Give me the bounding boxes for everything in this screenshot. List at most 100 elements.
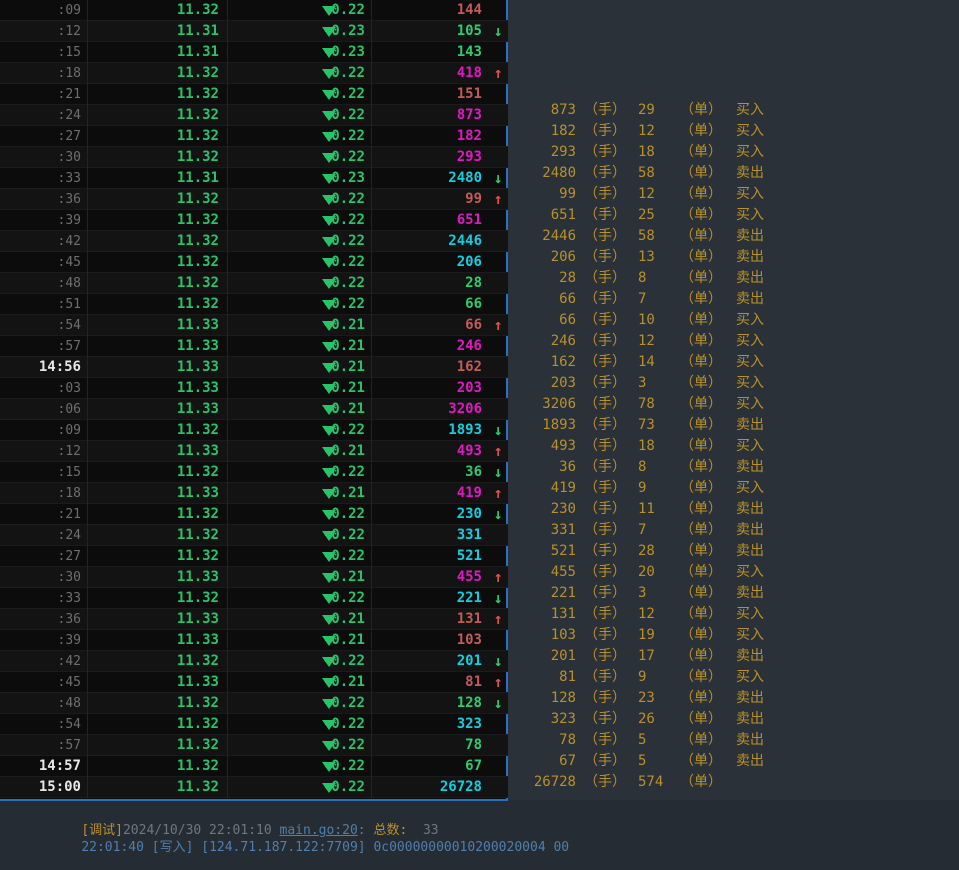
trade-detail-panel[interactable]: 873 （手） 29 （单） 买入 182 （手） 12 （单） 买入 293 （手） 18 （单） 买入 2… <box>508 0 959 800</box>
detail-row[interactable]: 128 （手） 23 （单） 卖出 <box>508 688 959 709</box>
table-row[interactable]: :51 11.32 -0.22 66 <box>0 294 508 315</box>
detail-volume: 78 <box>559 732 576 748</box>
table-row[interactable]: :45 11.32 -0.22 206 <box>0 252 508 273</box>
detail-row[interactable]: 99 （手） 12 （单） 买入 <box>508 184 959 205</box>
detail-volume-unit: （手） <box>584 333 626 349</box>
quote-change: -0.21 <box>230 336 372 357</box>
table-row[interactable]: :48 11.32 -0.22 28 <box>0 273 508 294</box>
quote-volume: 2446 <box>448 233 482 249</box>
quote-price: 11.32 <box>90 777 228 798</box>
detail-order-unit: （单） <box>680 270 722 286</box>
table-row[interactable]: :39 11.33 -0.21 103 <box>0 630 508 651</box>
detail-row[interactable]: 131 （手） 12 （单） 买入 <box>508 604 959 625</box>
quote-change: -0.21 <box>230 357 372 378</box>
table-row[interactable]: :03 11.33 -0.21 203 <box>0 378 508 399</box>
table-row[interactable]: :42 11.32 -0.22 201 ↓ <box>0 651 508 672</box>
detail-direction: 卖出 <box>736 270 764 286</box>
table-row[interactable]: :30 11.33 -0.21 455 ↑ <box>0 567 508 588</box>
detail-row[interactable]: 28 （手） 8 （单） 卖出 <box>508 268 959 289</box>
detail-row[interactable]: 66 （手） 10 （单） 买入 <box>508 310 959 331</box>
detail-row[interactable]: 455 （手） 20 （单） 买入 <box>508 562 959 583</box>
detail-row[interactable]: 206 （手） 13 （单） 卖出 <box>508 247 959 268</box>
quote-time: :57 <box>0 336 88 357</box>
detail-row[interactable]: 651 （手） 25 （单） 买入 <box>508 205 959 226</box>
detail-direction: 卖出 <box>736 732 764 748</box>
table-row[interactable]: 15:00 11.32 -0.22 26728 <box>0 777 508 798</box>
table-row[interactable]: :48 11.32 -0.22 128 ↓ <box>0 693 508 714</box>
down-triangle-icon <box>322 384 336 394</box>
detail-row[interactable]: 36 （手） 8 （单） 卖出 <box>508 457 959 478</box>
detail-row[interactable]: 293 （手） 18 （单） 买入 <box>508 142 959 163</box>
detail-order-count: 8 <box>638 459 647 475</box>
table-row[interactable]: :54 11.32 -0.22 323 <box>0 714 508 735</box>
table-row[interactable]: :24 11.32 -0.22 331 <box>0 525 508 546</box>
quote-price: 11.32 <box>90 252 228 273</box>
detail-row[interactable]: 2480 （手） 58 （单） 卖出 <box>508 163 959 184</box>
quote-time: :27 <box>0 546 88 567</box>
table-row[interactable]: :57 11.32 -0.22 78 <box>0 735 508 756</box>
detail-row[interactable]: 201 （手） 17 （单） 卖出 <box>508 646 959 667</box>
detail-row[interactable]: 78 （手） 5 （单） 卖出 <box>508 730 959 751</box>
table-row[interactable]: :30 11.32 -0.22 293 <box>0 147 508 168</box>
table-row[interactable]: 14:56 11.33 -0.21 162 <box>0 357 508 378</box>
detail-row[interactable]: 67 （手） 5 （单） 卖出 <box>508 751 959 772</box>
detail-row[interactable]: 3206 （手） 78 （单） 买入 <box>508 394 959 415</box>
detail-row[interactable]: 26728 （手） 574 （单） <box>508 772 959 793</box>
detail-volume: 99 <box>559 186 576 202</box>
detail-row[interactable]: 230 （手） 11 （单） 卖出 <box>508 499 959 520</box>
down-triangle-icon <box>322 657 336 667</box>
table-row[interactable]: :18 11.32 -0.22 418 ↑ <box>0 63 508 84</box>
table-row[interactable]: :57 11.33 -0.21 246 <box>0 336 508 357</box>
quote-change: -0.21 <box>230 441 372 462</box>
detail-row[interactable]: 221 （手） 3 （单） 卖出 <box>508 583 959 604</box>
detail-order-count: 12 <box>638 333 655 349</box>
table-row[interactable]: :06 11.33 -0.21 3206 <box>0 399 508 420</box>
table-row[interactable]: :42 11.32 -0.22 2446 <box>0 231 508 252</box>
detail-volume-unit: （手） <box>584 543 626 559</box>
detail-row[interactable]: 323 （手） 26 （单） 卖出 <box>508 709 959 730</box>
detail-row[interactable]: 182 （手） 12 （单） 买入 <box>508 121 959 142</box>
detail-order-unit: （单） <box>680 228 722 244</box>
detail-row[interactable]: 203 （手） 3 （单） 买入 <box>508 373 959 394</box>
detail-row[interactable]: 246 （手） 12 （单） 买入 <box>508 331 959 352</box>
quote-price: 11.32 <box>90 231 228 252</box>
detail-row[interactable]: 66 （手） 7 （单） 卖出 <box>508 289 959 310</box>
detail-row[interactable]: 521 （手） 28 （单） 卖出 <box>508 541 959 562</box>
detail-row[interactable]: 419 （手） 9 （单） 买入 <box>508 478 959 499</box>
detail-row[interactable]: 162 （手） 14 （单） 买入 <box>508 352 959 373</box>
table-row[interactable]: :45 11.33 -0.21 81 ↑ <box>0 672 508 693</box>
detail-row[interactable]: 331 （手） 7 （单） 卖出 <box>508 520 959 541</box>
quote-volume: 67 <box>465 758 482 774</box>
detail-row[interactable]: 873 （手） 29 （单） 买入 <box>508 100 959 121</box>
table-row[interactable]: :09 11.32 -0.22 144 <box>0 0 508 21</box>
table-row[interactable]: :21 11.32 -0.22 230 ↓ <box>0 504 508 525</box>
table-row[interactable]: :21 11.32 -0.22 151 <box>0 84 508 105</box>
table-row[interactable]: :15 11.32 -0.22 36 ↓ <box>0 462 508 483</box>
table-row[interactable]: :24 11.32 -0.22 873 <box>0 105 508 126</box>
detail-volume-unit: （手） <box>584 396 626 412</box>
detail-row[interactable]: 493 （手） 18 （单） 买入 <box>508 436 959 457</box>
table-row[interactable]: :12 11.31 -0.23 105 ↓ <box>0 21 508 42</box>
quote-time: :39 <box>0 630 88 651</box>
table-row[interactable]: :36 11.32 -0.22 99 ↑ <box>0 189 508 210</box>
table-row[interactable]: 14:57 11.32 -0.22 67 <box>0 756 508 777</box>
table-row[interactable]: :36 11.33 -0.21 131 ↑ <box>0 609 508 630</box>
quote-window[interactable]: :09 11.32 -0.22 144:12 11.31 -0.23 105 ↓:15 11.3… <box>0 0 508 801</box>
table-row[interactable]: :54 11.33 -0.21 66 ↑ <box>0 315 508 336</box>
detail-row[interactable]: 2446 （手） 58 （单） 卖出 <box>508 226 959 247</box>
table-row[interactable]: :12 11.33 -0.21 493 ↑ <box>0 441 508 462</box>
table-row[interactable]: :18 11.33 -0.21 419 ↑ <box>0 483 508 504</box>
table-row[interactable]: :27 11.32 -0.22 182 <box>0 126 508 147</box>
down-arrow-icon: ↓ <box>493 463 503 481</box>
detail-row[interactable]: 103 （手） 19 （单） 买入 <box>508 625 959 646</box>
detail-direction: 买入 <box>736 144 764 160</box>
detail-row[interactable]: 1893 （手） 73 （单） 卖出 <box>508 415 959 436</box>
table-row[interactable]: :33 11.32 -0.22 221 ↓ <box>0 588 508 609</box>
detail-row[interactable]: 81 （手） 9 （单） 买入 <box>508 667 959 688</box>
table-row[interactable]: :15 11.31 -0.23 143 <box>0 42 508 63</box>
table-row[interactable]: :33 11.31 -0.23 2480 ↓ <box>0 168 508 189</box>
quote-volume: 26728 <box>439 779 482 795</box>
table-row[interactable]: :27 11.32 -0.22 521 <box>0 546 508 567</box>
table-row[interactable]: :39 11.32 -0.22 651 <box>0 210 508 231</box>
table-row[interactable]: :09 11.32 -0.22 1893 ↓ <box>0 420 508 441</box>
